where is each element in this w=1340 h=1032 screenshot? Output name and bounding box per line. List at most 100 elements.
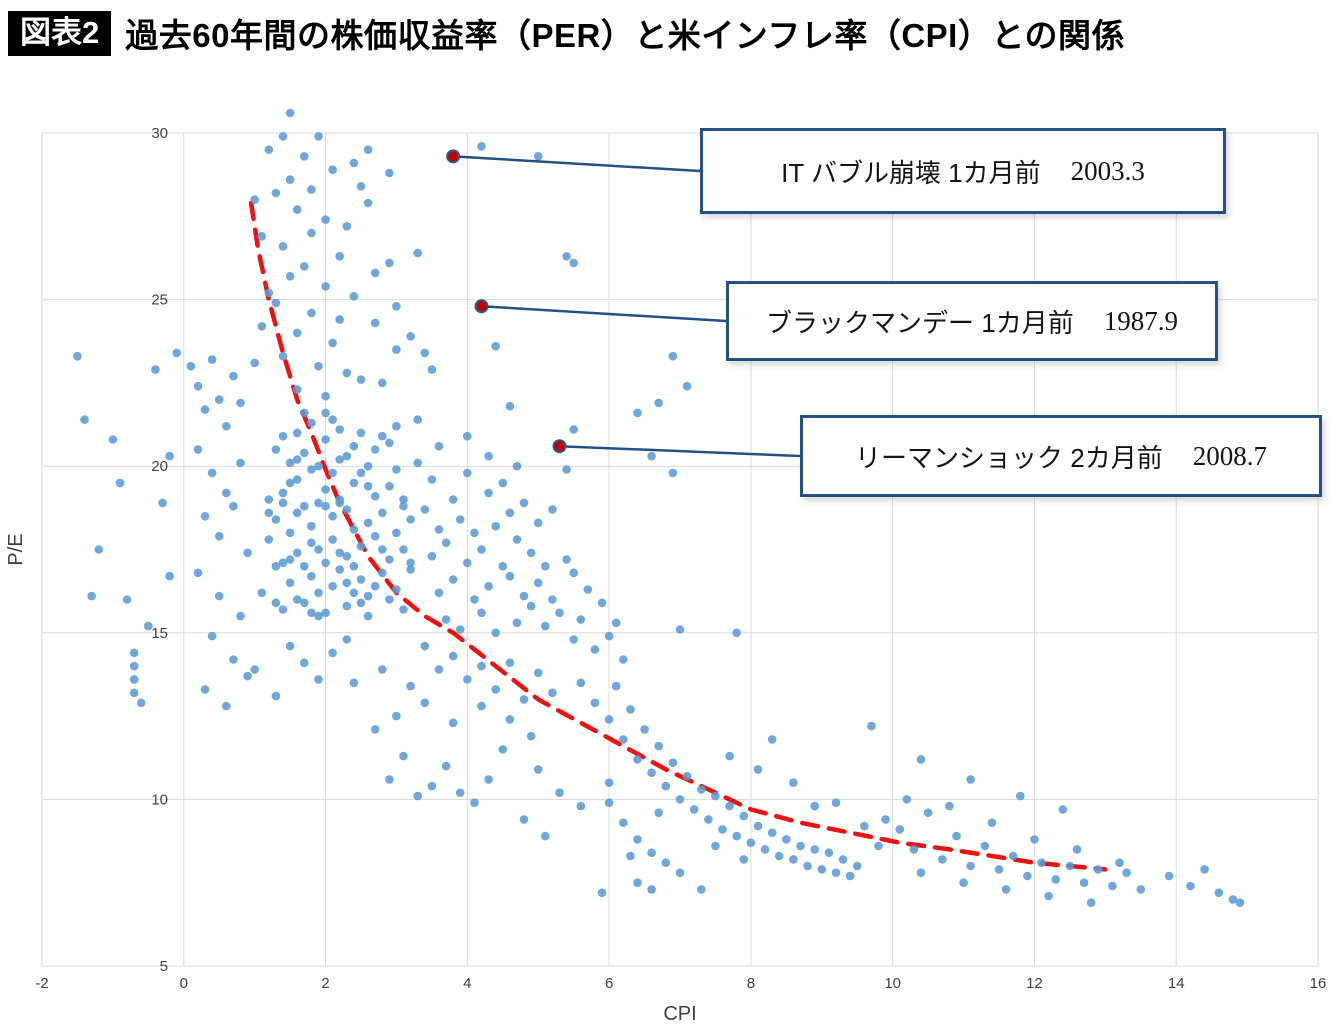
scatter-point (413, 248, 423, 258)
scatter-point (590, 698, 600, 708)
scatter-point (214, 591, 224, 601)
scatter-point (668, 351, 678, 361)
scatter-point (356, 575, 366, 584)
scatter-point (292, 385, 302, 394)
scatter-point (207, 631, 217, 641)
scatter-point (349, 525, 359, 534)
scatter-point (477, 608, 486, 618)
scatter-point (427, 365, 437, 374)
scatter-point (335, 425, 345, 434)
scatter-point (278, 242, 288, 251)
scatter-point (619, 655, 628, 664)
scatter-point (406, 515, 415, 524)
scatter-point (378, 665, 387, 674)
scatter-point (342, 601, 352, 611)
scatter-point (796, 841, 805, 851)
scatter-point (370, 531, 380, 541)
scatter-point (767, 828, 777, 837)
scatter-point (285, 528, 295, 538)
scatter-point (406, 332, 415, 341)
scatter-point (441, 761, 451, 771)
scatter-point (533, 518, 543, 528)
scatter-point (342, 505, 352, 514)
scatter-point (725, 751, 734, 761)
scatter-point (392, 345, 401, 354)
scatter-point (661, 858, 671, 867)
scatter-point (385, 438, 394, 448)
scatter-point (498, 745, 508, 754)
scatter-point (250, 358, 259, 368)
scatter-point (1058, 805, 1068, 814)
scatter-point (810, 801, 819, 811)
scatter-point (548, 688, 557, 698)
highlight-point (552, 439, 567, 454)
scatter-point (300, 658, 309, 668)
scatter-point (611, 681, 621, 691)
scatter-point (385, 555, 394, 564)
scatter-point (193, 381, 203, 391)
scatter-point (916, 755, 926, 764)
scatter-point (321, 608, 330, 618)
scatter-point (335, 498, 345, 508)
scatter-point (512, 618, 522, 628)
scatter-point (271, 298, 281, 308)
scatter-point (1186, 881, 1195, 891)
scatter-point (895, 825, 905, 834)
scatter-point (1008, 851, 1018, 861)
scatter-point (328, 511, 337, 521)
scatter-point (278, 498, 288, 508)
scatter-point (562, 465, 571, 474)
scatter-point (526, 548, 536, 558)
scatter-point (264, 495, 274, 504)
scatter-point (533, 152, 543, 161)
scatter-point (349, 561, 359, 571)
scatter-point (370, 445, 380, 454)
scatter-point (292, 428, 302, 438)
scatter-point (909, 845, 919, 854)
scatter-point (874, 841, 883, 851)
scatter-point (87, 591, 96, 601)
scatter-point (860, 821, 869, 831)
scatter-point (1086, 898, 1096, 907)
scatter-point (378, 545, 387, 554)
scatter-point (385, 595, 394, 604)
scatter-point (356, 598, 366, 608)
scatter-point (583, 585, 593, 594)
scatter-point (817, 865, 827, 874)
y-tick-label: 5 (160, 958, 168, 975)
scatter-point (406, 681, 415, 691)
scatter-point (491, 521, 501, 531)
scatter-point (222, 701, 231, 711)
scatter-point (200, 405, 210, 414)
y-tick-label: 15 (151, 625, 168, 642)
scatter-point (1016, 791, 1025, 801)
scatter-point (498, 561, 508, 571)
scatter-point (484, 775, 493, 784)
scatter-point (378, 378, 387, 388)
scatter-point (767, 735, 777, 744)
scatter-point (307, 308, 316, 318)
scatter-point (349, 441, 359, 451)
scatter-point (704, 815, 713, 824)
scatter-point (1122, 868, 1131, 877)
scatter-point (264, 535, 274, 544)
scatter-point (328, 468, 337, 478)
scatter-point (463, 431, 472, 441)
scatter-point (498, 478, 508, 488)
scatter-point (214, 395, 224, 404)
scatter-point (292, 475, 302, 484)
scatter-point (533, 765, 543, 774)
scatter-point (463, 675, 472, 684)
scatter-point (945, 801, 954, 811)
scatter-point (555, 608, 564, 618)
scatter-point (1030, 835, 1039, 844)
scatter-point (831, 798, 841, 807)
scatter-point (222, 488, 231, 498)
scatter-point (505, 571, 515, 581)
scatter-point (292, 328, 302, 338)
scatter-point (519, 815, 529, 824)
scatter-point (1228, 895, 1238, 904)
scatter-point (292, 205, 302, 214)
scatter-point (207, 468, 217, 478)
scatter-point (307, 185, 316, 194)
